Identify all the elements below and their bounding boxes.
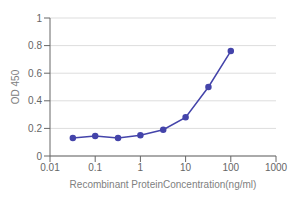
svg-text:1000: 1000 [265, 162, 288, 173]
svg-text:0.2: 0.2 [28, 123, 42, 134]
svg-text:1: 1 [36, 13, 42, 24]
svg-text:OD 450: OD 450 [10, 69, 21, 104]
svg-text:Recombinant ProteinConcentrati: Recombinant ProteinConcentration(ng/ml) [70, 179, 257, 190]
svg-text:0: 0 [36, 151, 42, 162]
svg-text:0.6: 0.6 [28, 68, 42, 79]
svg-text:0.4: 0.4 [28, 95, 42, 106]
svg-text:0.8: 0.8 [28, 40, 42, 51]
svg-text:0.01: 0.01 [40, 162, 60, 173]
svg-text:10: 10 [180, 162, 192, 173]
svg-text:100: 100 [222, 162, 239, 173]
svg-text:1: 1 [138, 162, 144, 173]
svg-text:0.1: 0.1 [88, 162, 102, 173]
